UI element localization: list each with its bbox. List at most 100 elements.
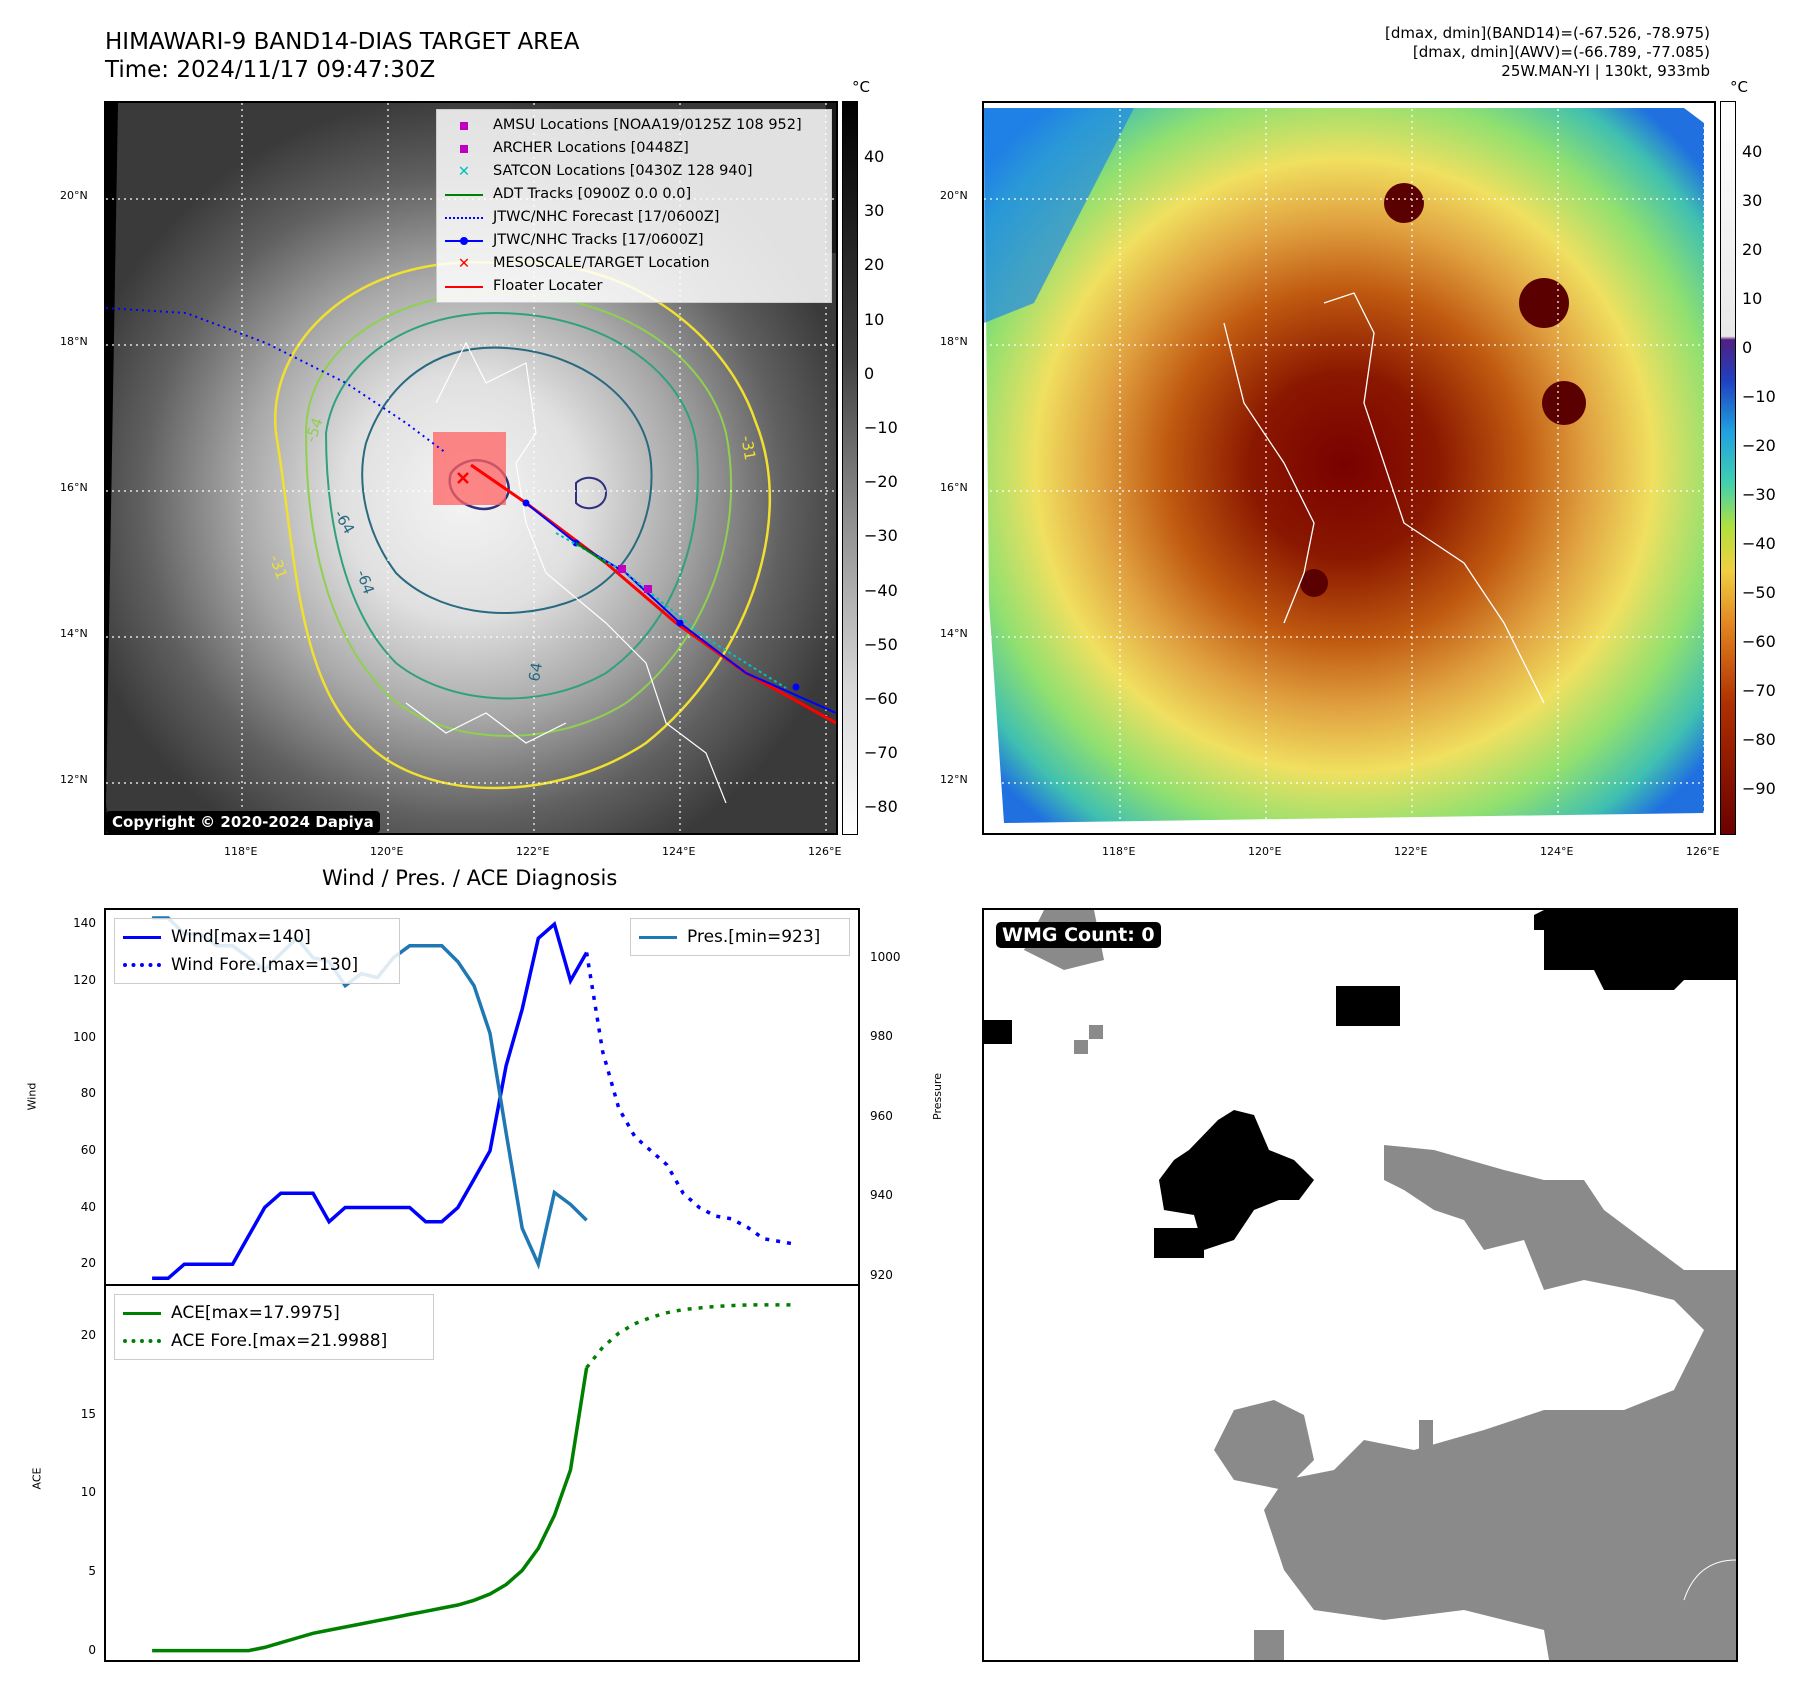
legend-dotted-line-icon	[445, 211, 483, 225]
wv-colorbar	[1720, 101, 1736, 835]
ir-legend: AMSU Locations [NOAA19/0125Z 108 952] AR…	[436, 109, 832, 303]
colorbar-tick-label: −70	[1742, 681, 1776, 700]
lon-tick-label: 126°E	[1686, 845, 1720, 858]
lon-tick-label: 118°E	[224, 845, 258, 858]
colorbar-tick-label: −60	[1742, 632, 1776, 651]
lon-tick-label: 120°E	[1248, 845, 1282, 858]
legend-dotted-line-icon	[123, 1334, 161, 1348]
lon-tick-label: 122°E	[1394, 845, 1428, 858]
lat-tick-label: 16°N	[60, 481, 88, 494]
legend-label: SATCON Locations [0430Z 128 940]	[493, 163, 753, 179]
y-tick-label: 980	[870, 1029, 893, 1044]
legend-amsu: AMSU Locations [NOAA19/0125Z 108 952]	[445, 114, 823, 137]
colorbar-tick-label: 0	[864, 363, 875, 383]
legend-dotted-line-icon	[123, 958, 161, 972]
wmg-count-badge: WMG Count: 0	[996, 922, 1161, 948]
y-tick-label: 60	[80, 1142, 96, 1157]
y-tick-label: 20	[80, 1328, 96, 1343]
ir-colorbar-unit: °C	[852, 78, 870, 96]
legend-label: JTWC/NHC Forecast [17/0600Z]	[493, 209, 720, 225]
colorbar-tick-label: −60	[864, 689, 898, 708]
legend-line-icon	[445, 280, 483, 294]
wmg-image	[984, 910, 1736, 1660]
legend-x-icon: ✕	[457, 255, 471, 272]
y-tick-label: 40	[80, 1199, 96, 1214]
ace-chart: ACE[max=17.9975] ACE Fore.[max=21.9988]	[104, 1284, 860, 1662]
legend-line-icon	[123, 1306, 161, 1320]
awv-range-text: [dmax, dmin](AWV)=(-66.789, -77.085)	[1412, 43, 1710, 61]
figure-title-line2: Time: 2024/11/17 09:47:30Z	[105, 57, 436, 83]
legend-jtwc-tracks: JTWC/NHC Tracks [17/0600Z]	[445, 229, 823, 252]
colorbar-tick-label: −10	[864, 418, 898, 437]
y-tick-label: 20	[80, 1256, 96, 1271]
colorbar-tick-label: −30	[1742, 485, 1776, 504]
diagnosis-title: Wind / Pres. / ACE Diagnosis	[322, 866, 618, 890]
wv-colorbar-unit: °C	[1730, 78, 1748, 96]
y-tick-label: 920	[870, 1268, 893, 1283]
colorbar-tick-label: −10	[1742, 387, 1776, 406]
legend-line-icon	[123, 930, 161, 944]
legend-jtwc-forecast: JTWC/NHC Forecast [17/0600Z]	[445, 206, 823, 229]
legend-mesoscale: ✕ MESOSCALE/TARGET Location	[445, 252, 823, 275]
colorbar-tick-label: 30	[1742, 191, 1763, 210]
lon-tick-label: 122°E	[516, 845, 550, 858]
legend-floater: Floater Locater	[445, 275, 823, 298]
colorbar-tick-label: −80	[1742, 730, 1776, 749]
legend-label: Floater Locater	[493, 278, 603, 294]
legend-label: MESOSCALE/TARGET Location	[493, 255, 710, 271]
colorbar-tick-label: −30	[864, 526, 898, 546]
lat-tick-label: 18°N	[60, 335, 88, 348]
legend-square-icon	[445, 142, 483, 156]
series-line-0	[152, 1367, 589, 1653]
colorbar-tick-label: −90	[1742, 779, 1776, 798]
legend-pressure: Pres.[min=923]	[639, 923, 841, 951]
legend-wind-forecast: Wind Fore.[max=130]	[123, 951, 391, 979]
legend-label: Wind Fore.[max=130]	[171, 955, 359, 975]
legend-label: Pres.[min=923]	[687, 927, 821, 947]
lat-tick-label: 14°N	[940, 627, 968, 640]
wv-map-image	[984, 103, 1714, 833]
y-tick-label: 960	[870, 1108, 893, 1123]
y-tick-label: 140	[73, 916, 96, 931]
colorbar-tick-label: −20	[864, 472, 898, 492]
lon-tick-label: 126°E	[808, 845, 842, 858]
colorbar-tick-label: −40	[1742, 534, 1776, 553]
band14-range-text: [dmax, dmin](BAND14)=(-67.526, -78.975)	[1385, 24, 1710, 42]
legend-label: ARCHER Locations [0448Z]	[493, 140, 689, 156]
pressure-legend: Pres.[min=923]	[630, 918, 850, 956]
colorbar-tick-label: 20	[864, 255, 885, 275]
colorbar-tick-label: 0	[1742, 338, 1753, 357]
legend-satcon: ✕ SATCON Locations [0430Z 128 940]	[445, 160, 823, 183]
lon-tick-label: 124°E	[662, 845, 696, 858]
copyright-badge: Copyright © 2020-2024 Dapiya	[106, 811, 380, 833]
legend-ace: ACE[max=17.9975]	[123, 1299, 425, 1327]
y-tick-label: 15	[80, 1406, 96, 1421]
ace-plot	[152, 1303, 796, 1653]
legend-archer: ARCHER Locations [0448Z]	[445, 137, 823, 160]
y-tick-label: 1000	[870, 949, 901, 964]
lat-tick-label: 14°N	[60, 627, 88, 640]
series-line-0	[152, 921, 589, 1281]
legend-ace-forecast: ACE Fore.[max=21.9988]	[123, 1327, 425, 1355]
wmg-panel: WMG Count: 0	[982, 908, 1738, 1662]
legend-wind: Wind[max=140]	[123, 923, 391, 951]
contour-label: 64	[525, 661, 547, 683]
ir-map-panel: -54 -64 -31 -64 -31 64 AMSU Locations [N…	[104, 101, 838, 835]
legend-label: ACE[max=17.9975]	[171, 1303, 340, 1323]
wind-pressure-chart: Wind[max=140] Wind Fore.[max=130] Pres.[…	[104, 908, 860, 1286]
ace-axis-label: ACE	[30, 1467, 44, 1490]
lat-tick-label: 12°N	[940, 773, 968, 786]
colorbar-tick-label: −40	[864, 580, 898, 600]
y-tick-label: 940	[870, 1188, 893, 1203]
wv-map-panel	[982, 101, 1716, 835]
ir-colorbar	[842, 101, 858, 835]
legend-line-dot-icon	[445, 234, 483, 248]
y-tick-label: 10	[80, 1485, 96, 1500]
ace-legend: ACE[max=17.9975] ACE Fore.[max=21.9988]	[114, 1294, 434, 1360]
legend-x-icon: ✕	[457, 163, 471, 180]
colorbar-tick-label: 10	[864, 309, 885, 329]
y-tick-label: 5	[88, 1564, 96, 1578]
wind-axis-label: Wind	[25, 1082, 39, 1111]
storm-info-text: 25W.MAN-YI | 130kt, 933mb	[1501, 62, 1710, 80]
colorbar-tick-label: −50	[864, 634, 898, 654]
